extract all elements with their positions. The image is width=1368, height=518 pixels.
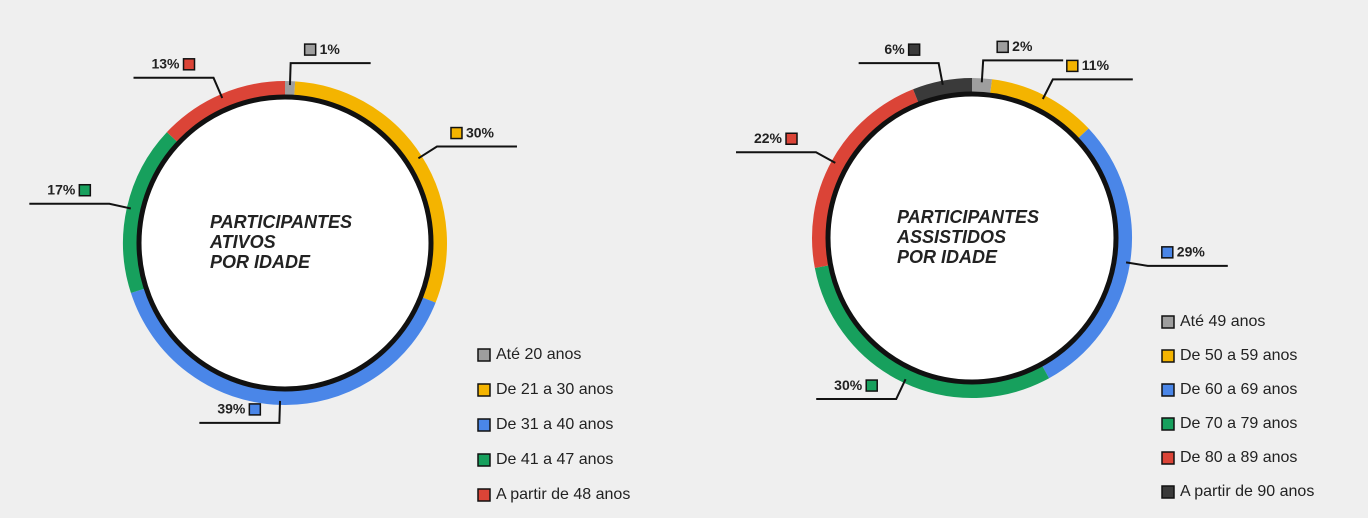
donut-segment	[1041, 128, 1132, 379]
legend-swatch	[477, 418, 491, 432]
value-label: 6%	[884, 41, 905, 57]
label-swatch	[996, 40, 1009, 54]
value-label: 22%	[754, 130, 783, 146]
legend-swatch	[1161, 451, 1175, 465]
center-title: ATIVOS	[209, 232, 276, 252]
donut-inner	[136, 94, 434, 392]
legend-label: De 50 a 59 anos	[1180, 347, 1297, 364]
value-label: 13%	[151, 56, 180, 72]
center-title: PARTICIPANTES	[897, 207, 1039, 227]
value-label: 2%	[1012, 38, 1033, 54]
label-swatch	[785, 132, 798, 145]
legend-label: Até 20 anos	[496, 346, 581, 363]
leader-line	[736, 151, 836, 164]
legend-swatch	[477, 383, 491, 397]
donut-segment	[130, 288, 436, 405]
legend-label: De 41 a 47 anos	[496, 451, 613, 468]
donut-segment	[812, 89, 920, 268]
legend-label: Até 49 anos	[1180, 313, 1265, 330]
legend-label: A partir de 48 anos	[496, 486, 630, 503]
label-swatch	[450, 126, 463, 140]
legend-swatch	[1161, 485, 1175, 499]
legend-label: De 31 a 40 anos	[496, 416, 613, 433]
donut-segment	[294, 81, 447, 303]
value-label: 30%	[466, 124, 495, 140]
donut-segment	[123, 132, 179, 294]
label-swatch	[907, 43, 921, 56]
donut-segment	[971, 78, 993, 96]
value-label: 11%	[1082, 57, 1110, 73]
value-label: 30%	[834, 377, 863, 393]
label-swatch	[1066, 59, 1079, 73]
legend-label: De 21 a 30 anos	[496, 381, 613, 398]
leader-line	[1125, 261, 1228, 267]
leader-line	[1041, 78, 1133, 100]
leader-line	[417, 145, 517, 160]
legend-swatch	[1161, 417, 1175, 431]
leader-line	[199, 400, 282, 424]
center-title: POR IDADE	[210, 252, 311, 272]
leader-line	[29, 202, 132, 210]
legend-swatch	[1161, 315, 1175, 329]
legend-label: De 60 a 69 anos	[1180, 381, 1297, 398]
donut-segment	[166, 81, 286, 144]
value-label: 1%	[320, 41, 341, 57]
donut-segment	[989, 79, 1089, 140]
leader-line	[858, 62, 944, 85]
label-swatch	[1161, 246, 1174, 259]
label-swatch	[78, 183, 92, 197]
value-label: 17%	[47, 181, 76, 197]
legend-swatch	[477, 348, 491, 362]
donut-inner	[825, 91, 1119, 385]
leader-line	[816, 378, 907, 401]
center-title: PARTICIPANTES	[210, 212, 352, 232]
center-title: ASSISTIDOS	[896, 227, 1006, 247]
legend-swatch	[477, 453, 491, 467]
center-title: POR IDADE	[897, 247, 998, 267]
value-label: 39%	[217, 401, 246, 417]
leader-line	[980, 59, 1064, 83]
legend-swatch	[477, 488, 491, 502]
leader-line	[288, 62, 371, 86]
legend-swatch	[1161, 383, 1175, 397]
label-swatch	[303, 43, 317, 56]
legend-label: De 70 a 79 anos	[1180, 415, 1297, 432]
leader-line	[133, 76, 224, 99]
donut-segment	[913, 78, 973, 105]
legend-label: De 80 a 89 anos	[1180, 449, 1297, 466]
label-swatch	[248, 403, 262, 416]
legend-label: A partir de 90 anos	[1180, 483, 1314, 500]
label-swatch	[182, 58, 196, 71]
donut-segment	[814, 264, 1050, 398]
label-swatch	[865, 379, 878, 392]
legend-swatch	[1161, 349, 1175, 363]
value-label: 29%	[1177, 244, 1206, 260]
